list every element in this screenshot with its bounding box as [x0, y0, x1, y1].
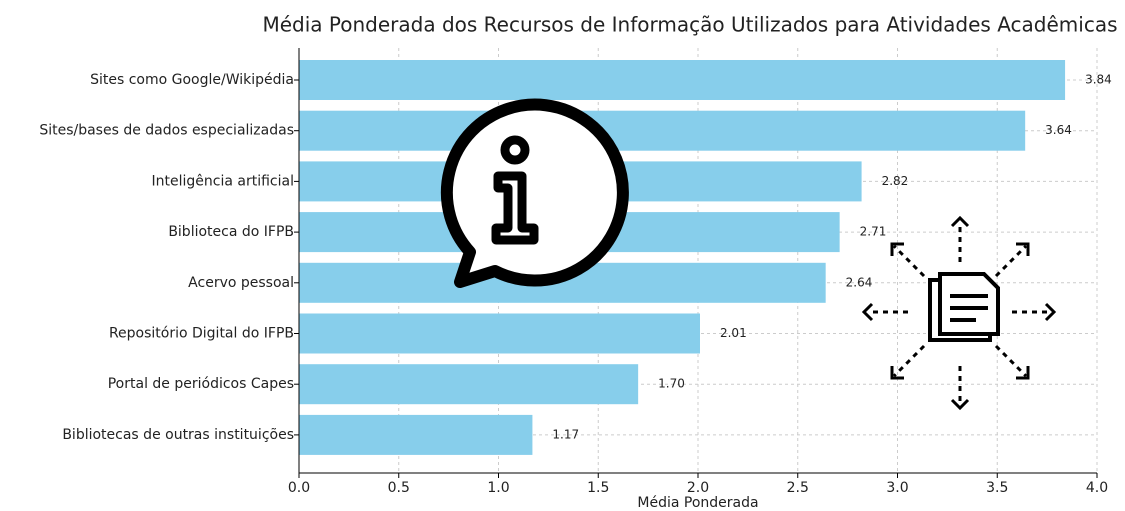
- y-tick-label: Acervo pessoal: [188, 275, 294, 291]
- document-icon: [861, 215, 1057, 411]
- value-label: 2.82: [882, 174, 909, 188]
- bar: [299, 110, 1026, 151]
- x-tick-label: 2.5: [787, 480, 809, 496]
- y-tick-label: Repositório Digital do IFPB: [109, 326, 294, 342]
- x-tick-label: 3.0: [886, 480, 908, 496]
- value-label: 3.84: [1085, 73, 1112, 87]
- x-tick-label: 1.0: [487, 480, 509, 496]
- bar: [299, 414, 533, 455]
- y-tick-label: Inteligência artificial: [152, 173, 294, 189]
- value-label: 1.17: [552, 427, 579, 441]
- x-axis-label: Média Ponderada: [637, 495, 758, 511]
- chart-title: Média Ponderada dos Recursos de Informaç…: [262, 13, 1117, 37]
- doc-lines: [950, 294, 988, 322]
- value-label: 2.71: [860, 225, 887, 239]
- info-icon: [440, 98, 629, 288]
- bar: [299, 364, 639, 405]
- info-stem: [491, 171, 539, 245]
- x-tick-label: 2.0: [687, 480, 709, 496]
- x-tick-label: 3.5: [986, 480, 1008, 496]
- y-tick-label: Sites/bases de dados especializadas: [39, 123, 294, 139]
- y-tick-label: Biblioteca do IFPB: [168, 224, 294, 240]
- arrows: [868, 222, 1050, 404]
- x-tick-label: 1.5: [587, 480, 609, 496]
- bar: [299, 60, 1066, 100]
- value-label: 1.70: [658, 377, 685, 391]
- bar: [299, 313, 700, 354]
- value-label: 2.64: [846, 275, 873, 289]
- doc-front: [938, 272, 1000, 336]
- x-tick-label: 0.5: [388, 480, 410, 496]
- icons: [440, 98, 1057, 411]
- y-tick-label: Portal de periódicos Capes: [108, 376, 294, 392]
- arrow-heads: [861, 215, 1057, 411]
- y-tick-label: Sites como Google/Wikipédia: [90, 72, 294, 88]
- speech-bubble: [440, 98, 629, 288]
- value-label: 3.64: [1045, 123, 1072, 137]
- info-dot: [500, 135, 530, 165]
- value-label: 2.01: [720, 326, 747, 340]
- x-tick-label: 4.0: [1086, 480, 1108, 496]
- x-tick-label: 0.0: [288, 480, 310, 496]
- y-tick-label: Bibliotecas de outras instituições: [62, 427, 294, 443]
